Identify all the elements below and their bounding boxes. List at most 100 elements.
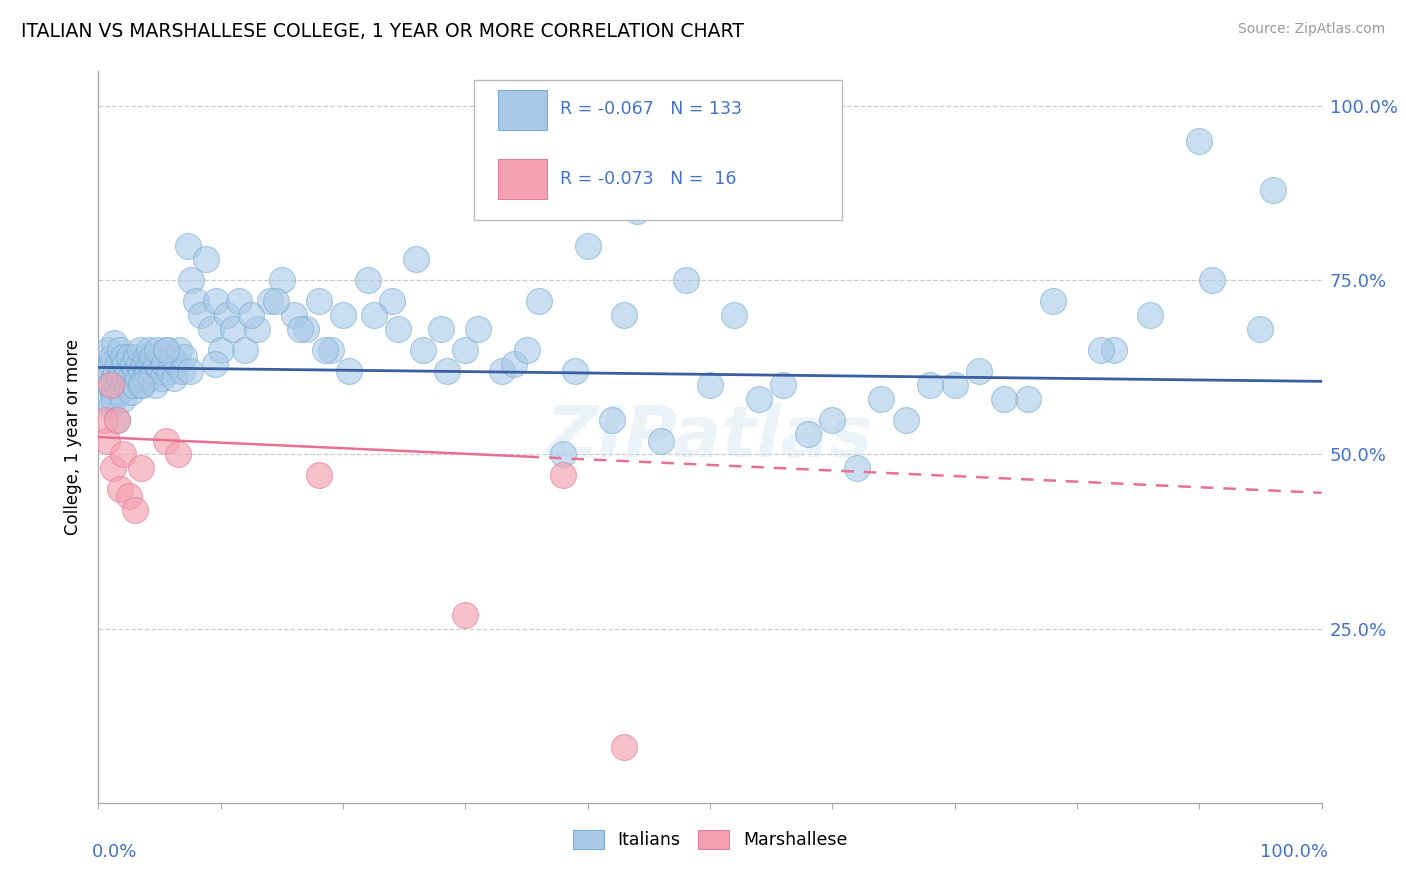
Legend: Italians, Marshallese: Italians, Marshallese — [565, 823, 855, 856]
Point — [186, 294, 208, 309]
Text: ZIPatlas: ZIPatlas — [547, 402, 873, 472]
Point — [179, 364, 201, 378]
Point — [149, 364, 172, 378]
Text: Source: ZipAtlas.com: Source: ZipAtlas.com — [1237, 22, 1385, 37]
Point — [412, 343, 434, 357]
Point — [491, 364, 513, 378]
Point — [132, 357, 155, 371]
Point — [259, 294, 281, 309]
Point — [1090, 343, 1112, 357]
Point — [967, 364, 990, 378]
Point — [107, 357, 129, 371]
Point — [527, 294, 550, 309]
Point — [105, 412, 128, 426]
Point — [405, 252, 427, 267]
Point — [515, 343, 537, 357]
Point — [993, 392, 1015, 406]
Point — [129, 364, 152, 378]
Point — [100, 357, 122, 371]
Point — [356, 273, 378, 287]
Point — [120, 384, 142, 399]
Point — [170, 364, 193, 378]
Point — [503, 357, 526, 371]
Point — [240, 308, 263, 322]
Point — [120, 371, 142, 385]
Point — [135, 350, 157, 364]
Point — [138, 343, 160, 357]
Point — [295, 322, 318, 336]
Point — [155, 434, 177, 448]
Point — [430, 322, 453, 336]
Point — [104, 364, 127, 378]
Point — [283, 308, 305, 322]
Point — [337, 364, 360, 378]
Point — [1249, 322, 1271, 336]
Point — [105, 377, 128, 392]
Point — [772, 377, 794, 392]
Y-axis label: College, 1 year or more: College, 1 year or more — [65, 339, 83, 535]
Point — [332, 308, 354, 322]
Point — [167, 448, 190, 462]
Point — [141, 350, 163, 364]
Point — [101, 384, 124, 399]
Point — [160, 350, 183, 364]
Point — [454, 607, 477, 622]
Point — [139, 371, 162, 385]
Point — [150, 371, 173, 385]
Point — [101, 371, 124, 385]
Point — [163, 371, 186, 385]
Point — [308, 294, 330, 309]
Point — [650, 434, 672, 448]
Point — [143, 377, 166, 392]
Point — [436, 364, 458, 378]
Point — [270, 273, 294, 287]
Point — [209, 343, 232, 357]
Point — [121, 357, 143, 371]
Point — [1201, 273, 1223, 287]
Point — [100, 377, 122, 392]
Bar — [498, 159, 547, 200]
Point — [246, 322, 269, 336]
Point — [381, 294, 404, 309]
Point — [142, 364, 165, 378]
Point — [1139, 308, 1161, 322]
Point — [748, 392, 770, 406]
Point — [1042, 294, 1064, 309]
Point — [600, 412, 623, 426]
Point — [797, 426, 820, 441]
Point — [110, 343, 132, 357]
Point — [553, 468, 575, 483]
Point — [613, 308, 636, 322]
Point — [124, 503, 146, 517]
Point — [111, 392, 134, 406]
Point — [125, 350, 148, 364]
Point — [100, 399, 122, 413]
Point — [553, 448, 575, 462]
Text: 100.0%: 100.0% — [1260, 843, 1327, 861]
Point — [122, 377, 145, 392]
Point — [195, 252, 218, 267]
Point — [264, 294, 287, 309]
Point — [129, 377, 152, 392]
Point — [920, 377, 942, 392]
Point — [131, 377, 153, 392]
Point — [699, 377, 721, 392]
Point — [157, 364, 180, 378]
Text: 0.0%: 0.0% — [93, 843, 138, 861]
Point — [290, 322, 312, 336]
Point — [145, 357, 167, 371]
Point — [233, 343, 256, 357]
Bar — [498, 90, 547, 130]
Point — [111, 364, 134, 378]
Point — [129, 461, 152, 475]
Point — [363, 308, 385, 322]
Text: ITALIAN VS MARSHALLESE COLLEGE, 1 YEAR OR MORE CORRELATION CHART: ITALIAN VS MARSHALLESE COLLEGE, 1 YEAR O… — [21, 22, 744, 41]
Point — [1261, 183, 1284, 197]
Point — [114, 357, 136, 371]
Point — [127, 371, 149, 385]
Point — [845, 461, 868, 475]
Text: R = -0.067   N = 133: R = -0.067 N = 133 — [560, 101, 741, 119]
Point — [1017, 392, 1039, 406]
Point — [387, 322, 409, 336]
Point — [821, 412, 844, 426]
